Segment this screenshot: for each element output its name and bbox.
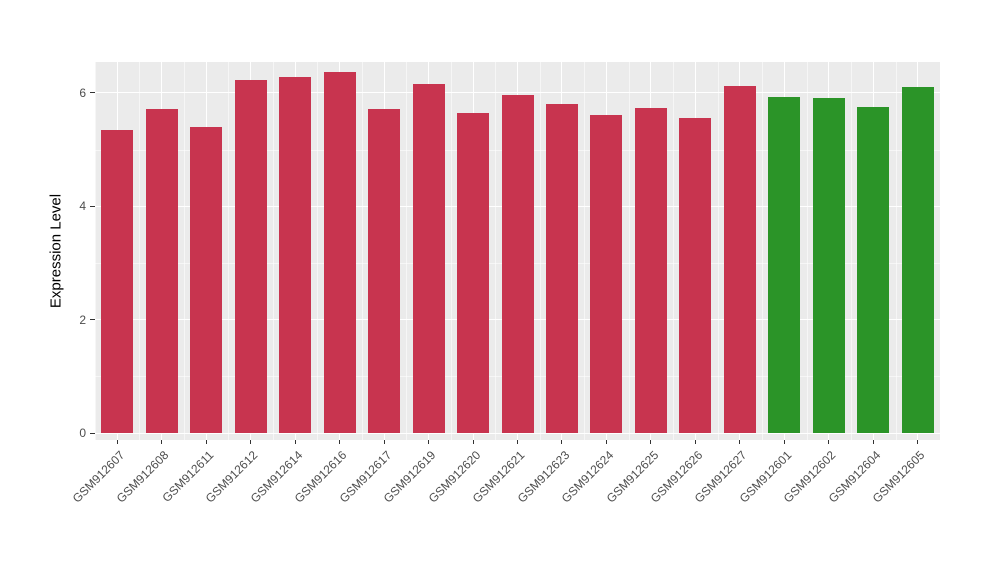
y-tick-mark xyxy=(90,205,95,207)
gridline-minor-vertical xyxy=(361,62,363,440)
gridline-minor-vertical xyxy=(139,62,141,440)
gridline-minor-vertical xyxy=(495,62,497,440)
bar-GSM912626 xyxy=(679,118,712,433)
bar-GSM912624 xyxy=(590,115,623,433)
x-tick-mark xyxy=(205,440,207,444)
x-tick-mark xyxy=(872,440,874,444)
x-tick-mark xyxy=(250,440,252,444)
x-tick-mark xyxy=(472,440,474,444)
bar-GSM912611 xyxy=(190,126,223,433)
x-tick-mark xyxy=(161,440,163,444)
bar-GSM912614 xyxy=(279,76,312,433)
y-tick-mark xyxy=(90,92,95,94)
bar-GSM912627 xyxy=(723,85,756,433)
y-tick-label: 2 xyxy=(79,312,86,327)
gridline-minor-vertical xyxy=(272,62,274,440)
gridline-minor-vertical xyxy=(762,62,764,440)
bar-GSM912612 xyxy=(234,80,267,433)
x-tick-mark xyxy=(828,440,830,444)
x-tick-mark xyxy=(605,440,607,444)
x-tick-mark xyxy=(517,440,518,444)
x-tick-mark xyxy=(428,440,430,444)
x-tick-mark xyxy=(383,440,385,444)
gridline-minor-vertical xyxy=(628,62,630,440)
y-tick-mark xyxy=(90,432,95,434)
x-tick-mark xyxy=(917,440,919,444)
bar-GSM912617 xyxy=(368,108,401,433)
bar-GSM912601 xyxy=(768,97,801,433)
bar-GSM912623 xyxy=(545,104,578,433)
gridline-minor-vertical xyxy=(317,62,319,440)
gridline-minor-vertical xyxy=(851,62,853,440)
gridline-minor-vertical xyxy=(584,62,586,440)
bar-GSM912605 xyxy=(901,87,934,433)
x-tick-mark xyxy=(650,440,652,444)
gridline-minor-vertical xyxy=(95,62,96,440)
gridline-minor-vertical xyxy=(228,62,230,440)
x-tick-mark xyxy=(739,440,741,444)
gridline-minor-vertical xyxy=(450,62,452,440)
x-tick-mark xyxy=(694,440,696,444)
y-tick-label: 0 xyxy=(79,426,86,440)
y-tick-mark xyxy=(90,319,95,321)
x-tick-mark xyxy=(783,440,785,444)
bar-GSM912621 xyxy=(501,94,534,433)
bar-GSM912608 xyxy=(145,108,178,433)
bar-GSM912602 xyxy=(812,98,845,433)
bar-GSM912620 xyxy=(457,112,490,433)
x-tick-mark xyxy=(561,440,563,444)
bar-GSM912604 xyxy=(857,106,890,433)
y-tick-label: 4 xyxy=(79,199,86,214)
gridline-minor-vertical xyxy=(717,62,719,440)
bar-GSM912607 xyxy=(101,129,134,433)
bar-GSM912625 xyxy=(634,108,667,433)
gridline-minor-vertical xyxy=(673,62,675,440)
x-tick-mark xyxy=(116,440,118,444)
gridline-minor-vertical xyxy=(895,62,897,440)
gridline-minor-vertical xyxy=(406,62,408,440)
plot-panel xyxy=(95,62,940,440)
gridline-minor-vertical xyxy=(806,62,808,440)
bar-GSM912616 xyxy=(323,72,356,433)
gridline-minor-vertical xyxy=(183,62,185,440)
x-tick-mark xyxy=(294,440,296,444)
x-tick-mark xyxy=(339,440,341,444)
bar-GSM912619 xyxy=(412,84,445,433)
gridline-minor-vertical xyxy=(539,62,541,440)
y-tick-label: 6 xyxy=(79,85,86,100)
